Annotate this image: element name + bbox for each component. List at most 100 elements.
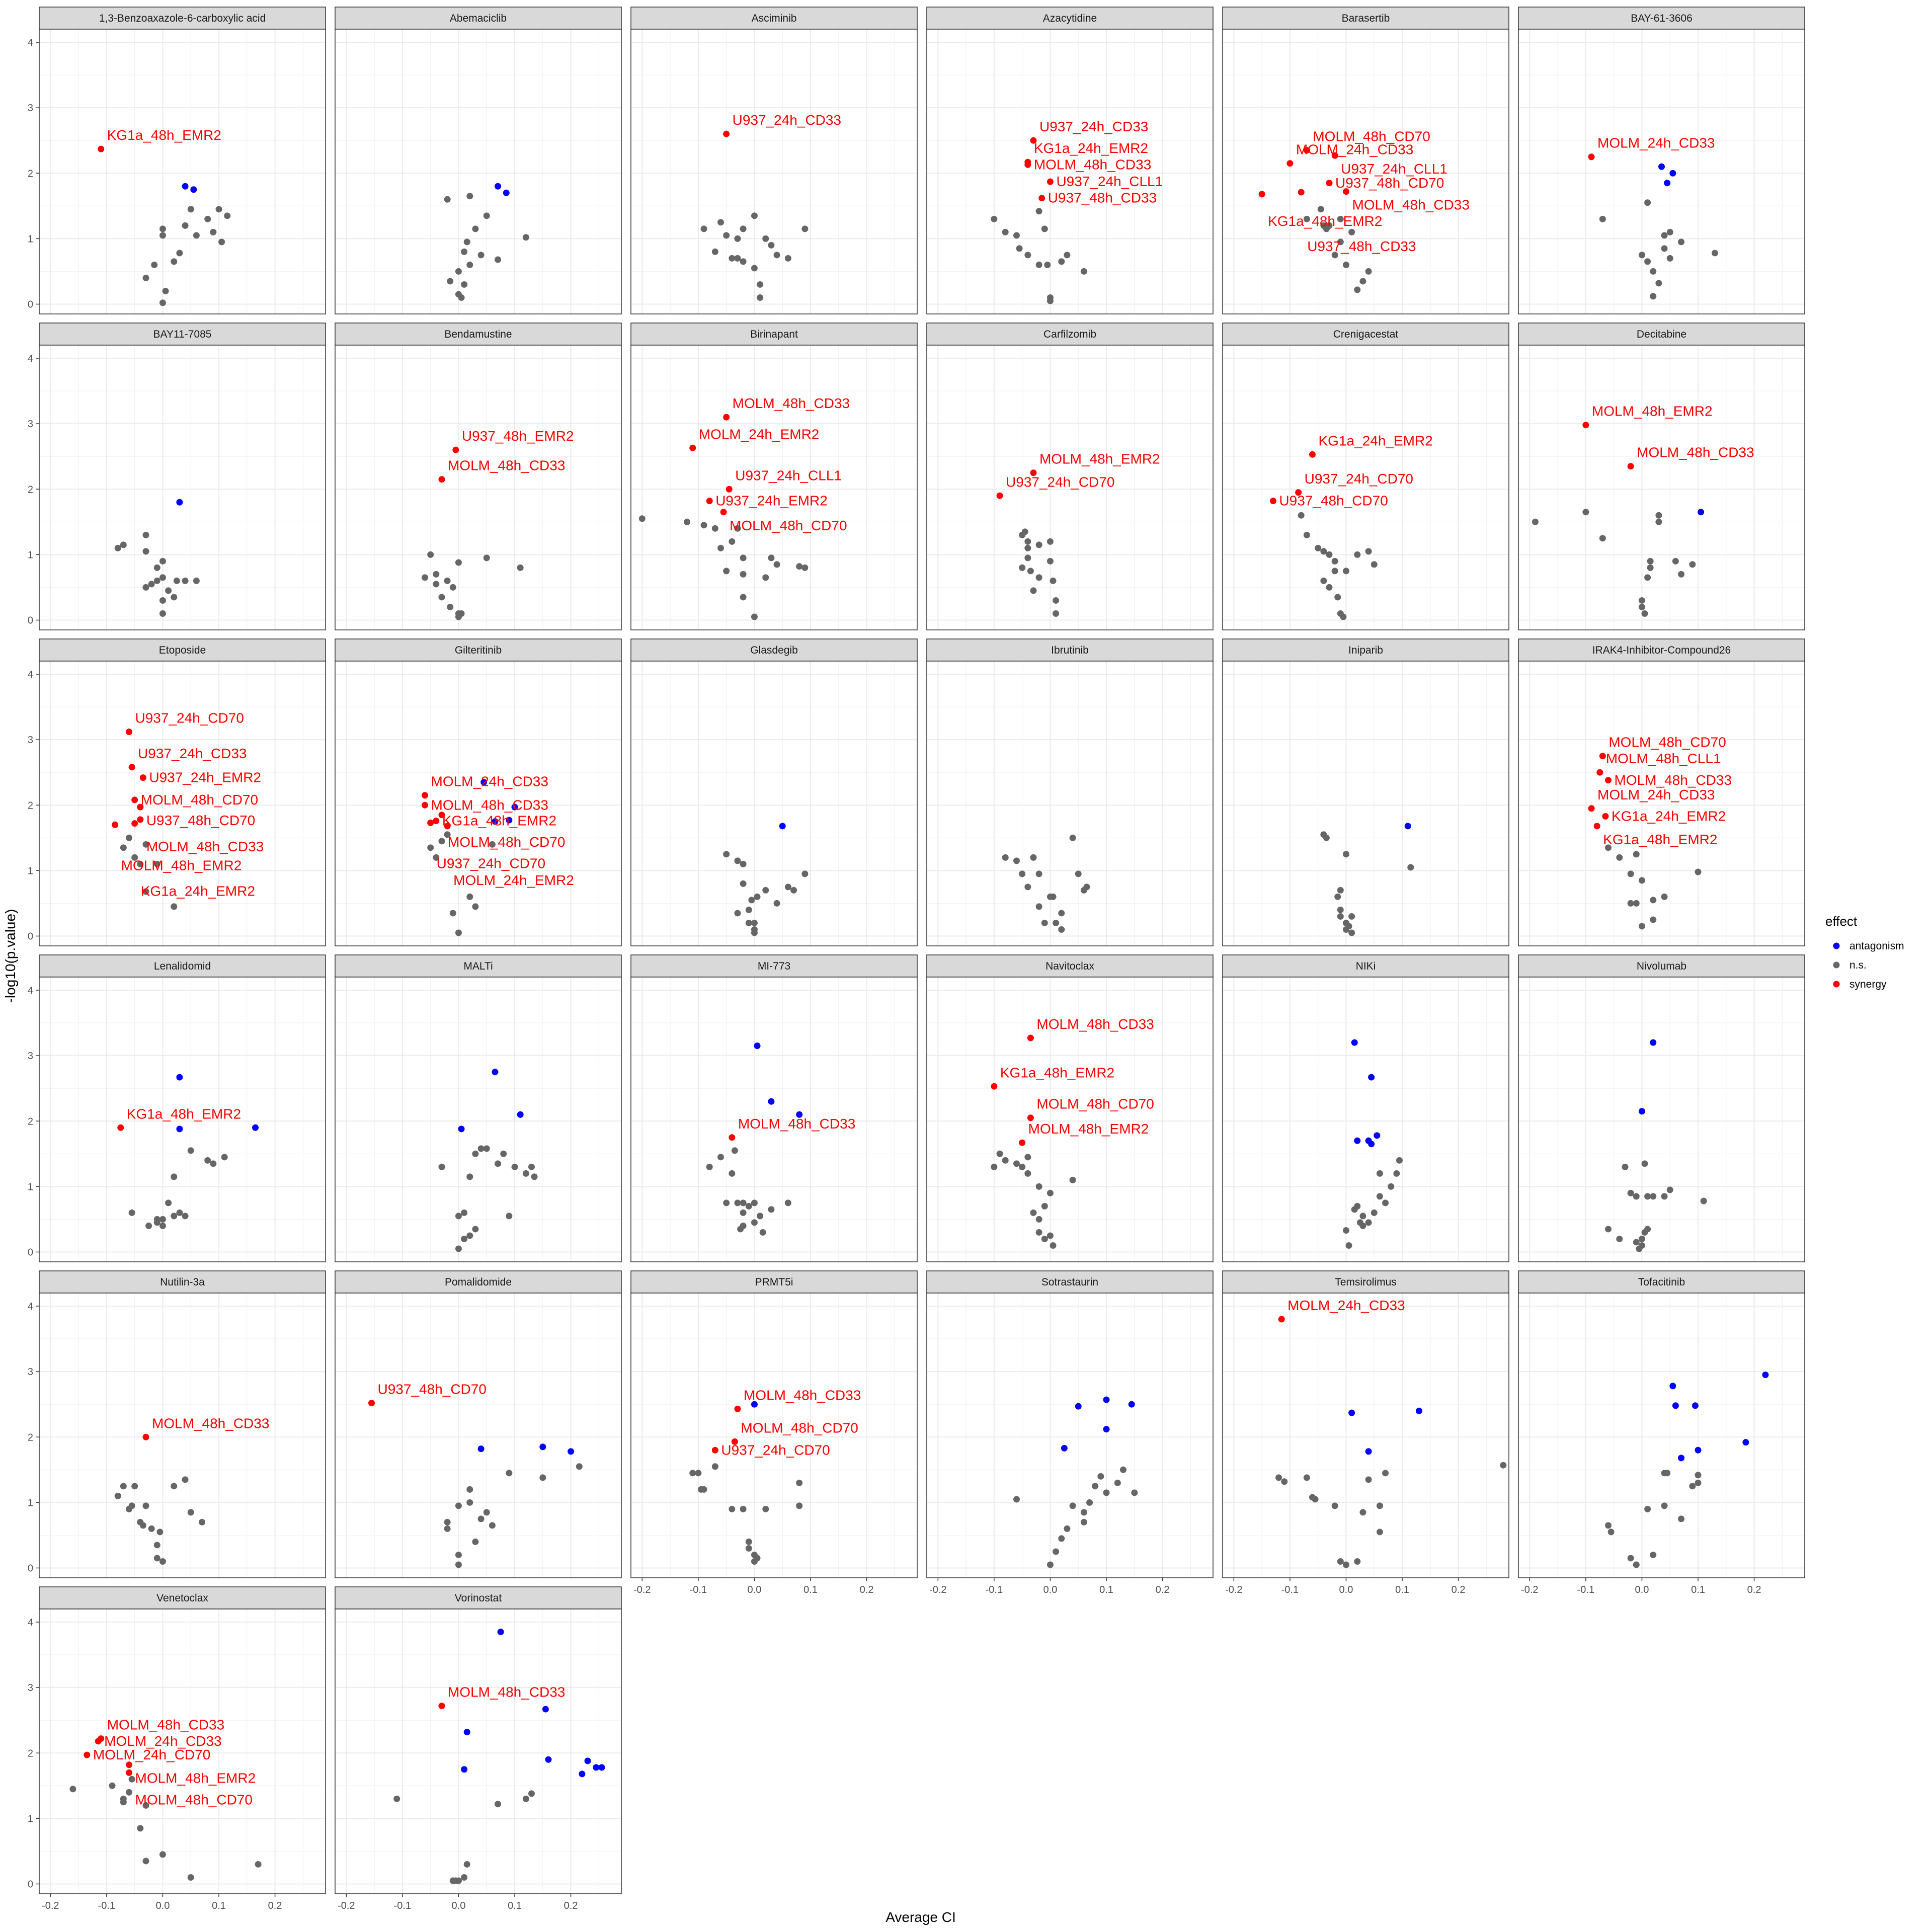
ns-point	[1599, 215, 1606, 222]
ns-point	[495, 1160, 502, 1167]
synergy-label: MOLM_48h_CD70	[135, 1792, 253, 1807]
ns-point	[204, 1157, 211, 1164]
synergy-label: MOLM_48h_CD70	[1036, 1096, 1154, 1112]
ns-point	[455, 1245, 462, 1252]
ns-point	[159, 1851, 166, 1858]
ns-point	[1396, 1157, 1403, 1164]
ns-point	[438, 1163, 445, 1170]
ns-point	[1326, 584, 1333, 591]
ns-point	[1019, 1163, 1026, 1170]
ns-point	[1035, 574, 1042, 581]
ns-point	[1046, 557, 1054, 565]
ns-point	[1354, 1558, 1361, 1565]
ns-point	[1064, 252, 1071, 259]
ns-point	[1035, 1183, 1042, 1190]
ns-point	[1131, 1489, 1138, 1496]
ns-point	[1644, 1226, 1651, 1233]
panel-background	[1223, 29, 1509, 314]
ns-point	[991, 1163, 998, 1170]
ns-point	[717, 1154, 725, 1161]
ns-point	[1323, 834, 1330, 841]
ns-point	[1046, 297, 1054, 304]
ns-point	[472, 903, 479, 910]
facet-title: Temsirolimus	[1335, 1276, 1397, 1288]
facet-strip	[630, 7, 918, 30]
ns-point	[1661, 893, 1668, 900]
synergy-label: KG1a_48h_EMR2	[1603, 832, 1717, 847]
facet-panel: Sotrastaurin -0.2 -0.1 0.0 0.1 0.2	[926, 1270, 1214, 1595]
ns-point	[745, 1202, 752, 1210]
x-tick-label: -0.1	[1577, 1584, 1594, 1595]
panel-background	[927, 661, 1213, 946]
facet-title: Vorinostat	[455, 1592, 502, 1604]
antagonism-point	[1103, 1426, 1110, 1433]
ns-point	[210, 1160, 217, 1167]
synergy-label: MOLM_24h_CD33	[1597, 787, 1715, 802]
ns-point	[1627, 1189, 1634, 1196]
ns-point	[511, 1163, 518, 1170]
synergy-label: MOLM_48h_CD33	[448, 1684, 565, 1700]
ns-point	[700, 522, 707, 529]
legend-label: synergy	[1849, 979, 1887, 990]
synergy-point	[1298, 189, 1305, 196]
ns-point	[638, 515, 646, 522]
ns-point	[1354, 286, 1361, 293]
synergy-point	[1602, 813, 1609, 820]
ns-point	[1342, 568, 1349, 575]
ns-point	[393, 1795, 400, 1802]
ns-point	[729, 1170, 736, 1177]
ns-point	[1046, 1561, 1054, 1568]
ns-point	[455, 1551, 462, 1558]
antagonism-point	[1404, 823, 1411, 830]
ns-point	[142, 274, 149, 281]
ns-point	[796, 1479, 803, 1486]
panel-border	[335, 345, 622, 630]
antagonism-point	[511, 803, 518, 811]
antagonism-point	[492, 818, 499, 825]
synergy-label: MOLM_48h_EMR2	[135, 1770, 256, 1786]
facet-strip	[630, 954, 918, 978]
ns-point	[1281, 1478, 1288, 1485]
facet-panel: BAY11-7085 0 1 2 3 4	[28, 323, 326, 630]
facet-panel: PRMT5i MOLM_48h_CD33 MOLM_48h_CD70 U937_24h…	[630, 1270, 918, 1595]
synergy-point	[117, 1124, 124, 1131]
antagonism-point	[1075, 1403, 1082, 1410]
synergy-label: MOLM_48h_CD33	[733, 395, 850, 411]
ns-point	[162, 287, 169, 294]
antagonism-point	[182, 183, 189, 190]
antagonism-point	[517, 1111, 524, 1118]
ns-point	[153, 577, 160, 584]
ns-point	[723, 232, 730, 239]
synergy-point	[1295, 489, 1302, 496]
synergy-label: KG1a_48h_EMR2	[127, 1106, 241, 1121]
ns-point	[1069, 1176, 1076, 1183]
antagonism-point	[1742, 1439, 1749, 1446]
synergy-label: MOLM_48h_CD33	[448, 458, 565, 473]
facet-strip	[1222, 7, 1509, 30]
ns-point	[1086, 1499, 1093, 1506]
ns-point	[711, 248, 718, 255]
ns-point	[1678, 238, 1685, 246]
ns-point	[1650, 268, 1657, 275]
ns-point	[522, 234, 529, 241]
ns-point	[477, 252, 485, 259]
synergy-point	[427, 819, 434, 826]
ns-point	[731, 1147, 738, 1154]
ns-point	[1035, 1229, 1042, 1236]
ns-point	[506, 1470, 513, 1477]
ns-point	[142, 1502, 149, 1509]
legend-swatch	[1833, 961, 1840, 969]
synergy-label: U937_24h_EMR2	[715, 493, 828, 509]
ns-point	[1678, 571, 1685, 578]
synergy-point	[1027, 1034, 1034, 1041]
facet-strip	[1222, 323, 1509, 346]
ns-point	[173, 577, 180, 584]
synergy-label: U937_48h_CD70	[1279, 493, 1388, 509]
panel-border	[1518, 1293, 1805, 1578]
facet-panel: BAY-61-3606 MOLM_24h_CD33	[1518, 7, 1805, 314]
ns-point	[717, 219, 725, 226]
x-tick-label: 0.1	[212, 1900, 226, 1911]
ns-point	[1689, 1483, 1696, 1490]
synergy-label: U937_24h_CD70	[1305, 471, 1413, 487]
ns-point	[1711, 250, 1718, 257]
